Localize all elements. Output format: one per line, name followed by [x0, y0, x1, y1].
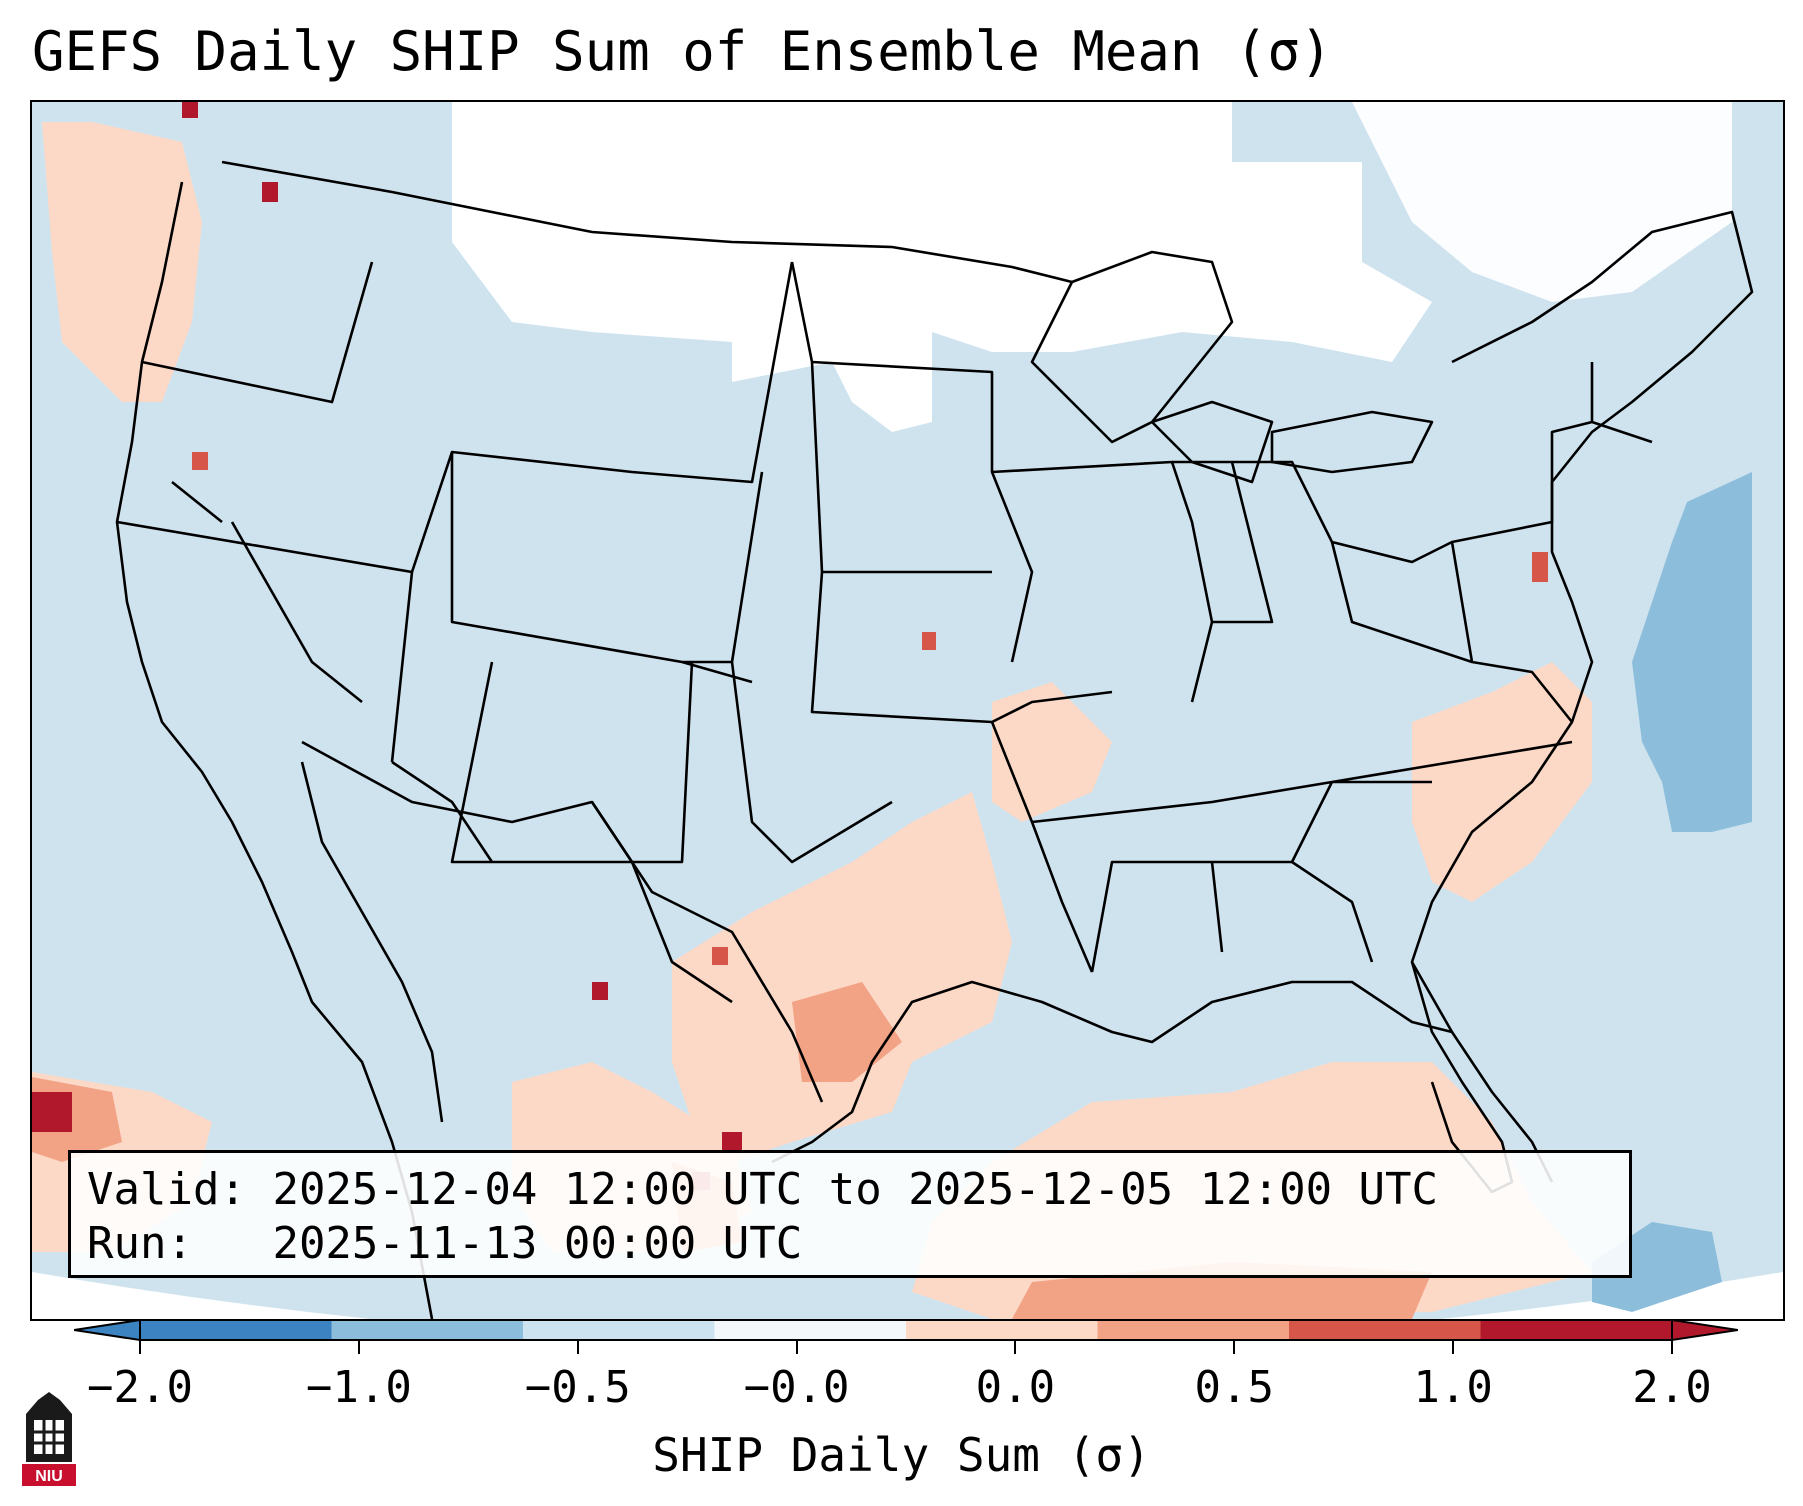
colorbar-segment — [331, 1320, 524, 1340]
map-title: GEFS Daily SHIP Sum of Ensemble Mean (σ) — [32, 20, 1333, 83]
state-lines-central — [790, 261, 1573, 973]
logo-text: NIU — [35, 1468, 63, 1485]
colorbar-tick — [357, 1340, 360, 1354]
colorbar-tick-label: 0.5 — [1194, 1362, 1275, 1413]
logo-window-icon — [34, 1420, 64, 1454]
positive-strong-cell — [32, 1092, 72, 1132]
info-box: Valid: 2025-12-04 12:00 UTC to 2025-12-0… — [68, 1150, 1632, 1278]
positive-region-texas — [672, 792, 1012, 1162]
northeast-coast — [1410, 210, 1754, 1183]
colorbar-tick — [139, 1340, 141, 1354]
positive-strong-cell — [922, 632, 936, 650]
state-lines-west — [116, 261, 893, 864]
negative-region-atlantic — [1632, 472, 1752, 832]
colorbar-segment — [1289, 1320, 1481, 1340]
positive-strong-cell — [192, 452, 208, 470]
positive-strong-cell — [262, 182, 278, 202]
colorbar-segment — [714, 1320, 907, 1340]
colorbar — [74, 1318, 1738, 1342]
positive-strong-cell — [712, 947, 728, 965]
neutral-region-northeast — [1352, 102, 1732, 302]
positive-strong-cell — [1532, 552, 1548, 582]
valid-row: Valid: 2025-12-04 12:00 UTC to 2025-12-0… — [87, 1163, 1613, 1217]
gulf-coast — [771, 980, 1453, 1164]
colorbar-tick — [795, 1340, 798, 1354]
colorbar-tick — [1233, 1340, 1236, 1354]
run-text: 2025-11-13 00:00 UTC — [272, 1218, 803, 1269]
colorbar-extend-low — [74, 1318, 141, 1342]
positive-strong-cell — [182, 102, 198, 118]
colorbar-segment — [906, 1320, 1098, 1340]
colorbar-label: SHIP Daily Sum (σ) — [652, 1428, 1151, 1482]
baja — [300, 761, 444, 1123]
colorbar-tick — [1671, 1340, 1673, 1354]
colorbar-tick-label: 1.0 — [1413, 1362, 1493, 1413]
colorbar-segment — [140, 1320, 332, 1340]
colorbar-tick — [1014, 1340, 1017, 1354]
colorbar-tick-label: −1.0 — [305, 1362, 412, 1413]
canada-us-border — [221, 160, 1073, 284]
colorbar-ticks: −2.0 −1.0 −0.5 −0.0 0.0 0.5 1.0 2.0 — [0, 1340, 1803, 1413]
colorbar-tick-label: −0.5 — [524, 1362, 631, 1413]
positive-region-ohio-valley — [992, 682, 1112, 822]
run-label: Run: — [87, 1218, 193, 1269]
positive-region-carolinas — [1412, 662, 1592, 902]
colorbar-tick — [1452, 1340, 1455, 1354]
positive-strong-cell — [592, 982, 608, 1000]
colorbar-segment — [523, 1320, 715, 1340]
state-lines-east — [1172, 362, 1653, 723]
valid-label: Valid: — [87, 1164, 246, 1215]
mexico-interior — [590, 801, 733, 1004]
outside-domain-bottom — [32, 1272, 1783, 1319]
positive-region-pacific-northwest — [42, 122, 202, 402]
west-coastline — [115, 181, 434, 1319]
colorbar-segment — [1097, 1320, 1290, 1340]
colorbar-frame — [139, 1319, 1673, 1341]
colorbar-extend-high — [1671, 1318, 1738, 1342]
logo-grid-icon — [34, 1420, 64, 1454]
logo-banner — [22, 1464, 76, 1486]
colorbar-segment — [1480, 1320, 1673, 1340]
colorbar-tick-label: 0.0 — [975, 1362, 1056, 1413]
colorbar-tick-label: −0.0 — [743, 1362, 850, 1413]
positive-strong-cell — [722, 1132, 742, 1152]
niu-logo: NIU — [22, 1392, 76, 1486]
valid-text: 2025-12-04 12:00 UTC to 2025-12-05 12:00… — [272, 1164, 1439, 1215]
run-row: Run: 2025-11-13 00:00 UTC — [87, 1217, 1613, 1271]
colorbar-tick-label: 2.0 — [1632, 1362, 1712, 1413]
colorbar-tick-label: −2.0 — [87, 1362, 193, 1413]
neutral-region-canada — [452, 102, 1432, 432]
colorbar-tick — [576, 1340, 579, 1354]
map-panel — [30, 100, 1785, 1321]
